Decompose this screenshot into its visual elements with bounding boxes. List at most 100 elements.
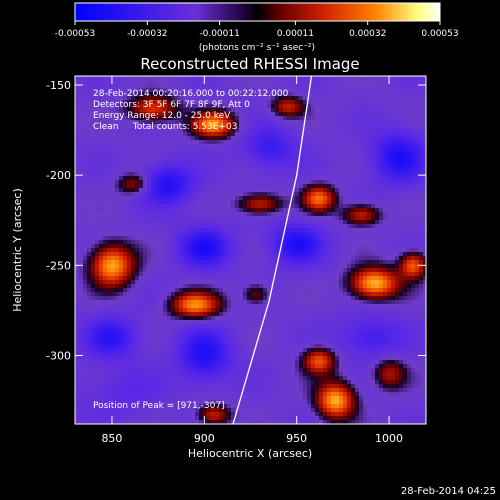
heatmap-cell [119,328,124,333]
heatmap-cell [295,408,300,413]
heatmap-cell [255,124,260,129]
heatmap-cell [147,200,152,205]
heatmap-cell [167,124,172,129]
heatmap-cell [79,132,84,137]
heatmap-cell [247,300,252,305]
heatmap-cell [255,360,260,365]
heatmap-cell [231,188,236,193]
heatmap-cell [291,304,296,309]
heatmap-cell [187,348,192,353]
heatmap-cell [287,136,292,141]
heatmap-cell [87,372,92,377]
heatmap-cell [191,276,196,281]
heatmap-cell [287,184,292,189]
heatmap-cell [251,408,256,413]
heatmap-cell [115,416,120,421]
heatmap-cell [159,252,164,257]
heatmap-cell [95,356,100,361]
heatmap-cell [83,212,88,217]
heatmap-cell [239,184,244,189]
heatmap-cell [191,300,196,305]
heatmap-cell [151,96,156,101]
heatmap-cell [127,124,132,129]
heatmap-cell [143,160,148,165]
heatmap-cell [275,100,280,105]
heatmap-cell [151,316,156,321]
heatmap-cell [171,320,176,325]
heatmap-cell [119,132,124,137]
heatmap-cell [159,88,164,93]
heatmap-cell [267,248,272,253]
heatmap-cell [147,284,152,289]
heatmap-cell [87,272,92,277]
heatmap-cell [275,124,280,129]
heatmap-cell [239,252,244,257]
heatmap-cell [155,300,160,305]
heatmap-cell [227,116,232,121]
heatmap-cell [139,164,144,169]
heatmap-cell [275,80,280,85]
heatmap-cell [259,404,264,409]
heatmap-cell [299,164,304,169]
heatmap-cell [163,404,168,409]
heatmap-cell [75,180,80,185]
heatmap-cell [179,168,184,173]
heatmap-cell [87,252,92,257]
heatmap-cell [235,136,240,141]
heatmap-cell [255,280,260,285]
heatmap-cell [239,140,244,145]
heatmap-cell [147,372,152,377]
heatmap-cell [127,128,132,133]
heatmap-cell [103,176,108,181]
heatmap-cell [83,268,88,273]
heatmap-cell [95,388,100,393]
heatmap-cell [75,268,80,273]
heatmap-cell [151,272,156,277]
heatmap-cell [235,404,240,409]
heatmap-cell [259,272,264,277]
heatmap-cell [191,272,196,277]
heatmap-cell [191,336,196,341]
heatmap-cell [211,152,216,157]
heatmap-cell [191,140,196,145]
heatmap-cell [171,368,176,373]
heatmap-cell [199,108,204,113]
heatmap-cell [279,380,284,385]
heatmap-cell [271,216,276,221]
heatmap-cell [159,416,164,421]
heatmap-cell [175,348,180,353]
heatmap-cell [167,400,172,405]
heatmap-cell [115,84,120,89]
heatmap-cell [127,368,132,373]
heatmap-cell [95,380,100,385]
heatmap-cell [183,396,188,401]
heatmap-cell [87,408,92,413]
heatmap-cell [179,308,184,313]
heatmap-cell [247,124,252,129]
heatmap-cell [139,332,144,337]
heatmap-cell [183,284,188,289]
heatmap-cell [99,180,104,185]
heatmap-cell [171,148,176,153]
heatmap-cell [147,212,152,217]
heatmap-cell [127,300,132,305]
heatmap-cell [135,316,140,321]
heatmap-cell [163,132,168,137]
heatmap-cell [99,76,104,81]
heatmap-cell [211,368,216,373]
heatmap-cell [99,252,104,257]
heatmap-cell [91,176,96,181]
heatmap-cell [115,424,119,428]
heatmap-cell [267,140,272,145]
heatmap-cell [227,328,232,333]
heatmap-cell [123,384,128,389]
heatmap-cell [231,124,236,129]
heatmap-cell [251,276,256,281]
heatmap-cell [243,356,248,361]
heatmap-cell [275,416,280,421]
heatmap-cell [255,96,260,101]
heatmap-cell [175,300,180,305]
heatmap-cell [259,80,264,85]
heatmap-cell [195,160,200,165]
heatmap-cell [115,304,120,309]
